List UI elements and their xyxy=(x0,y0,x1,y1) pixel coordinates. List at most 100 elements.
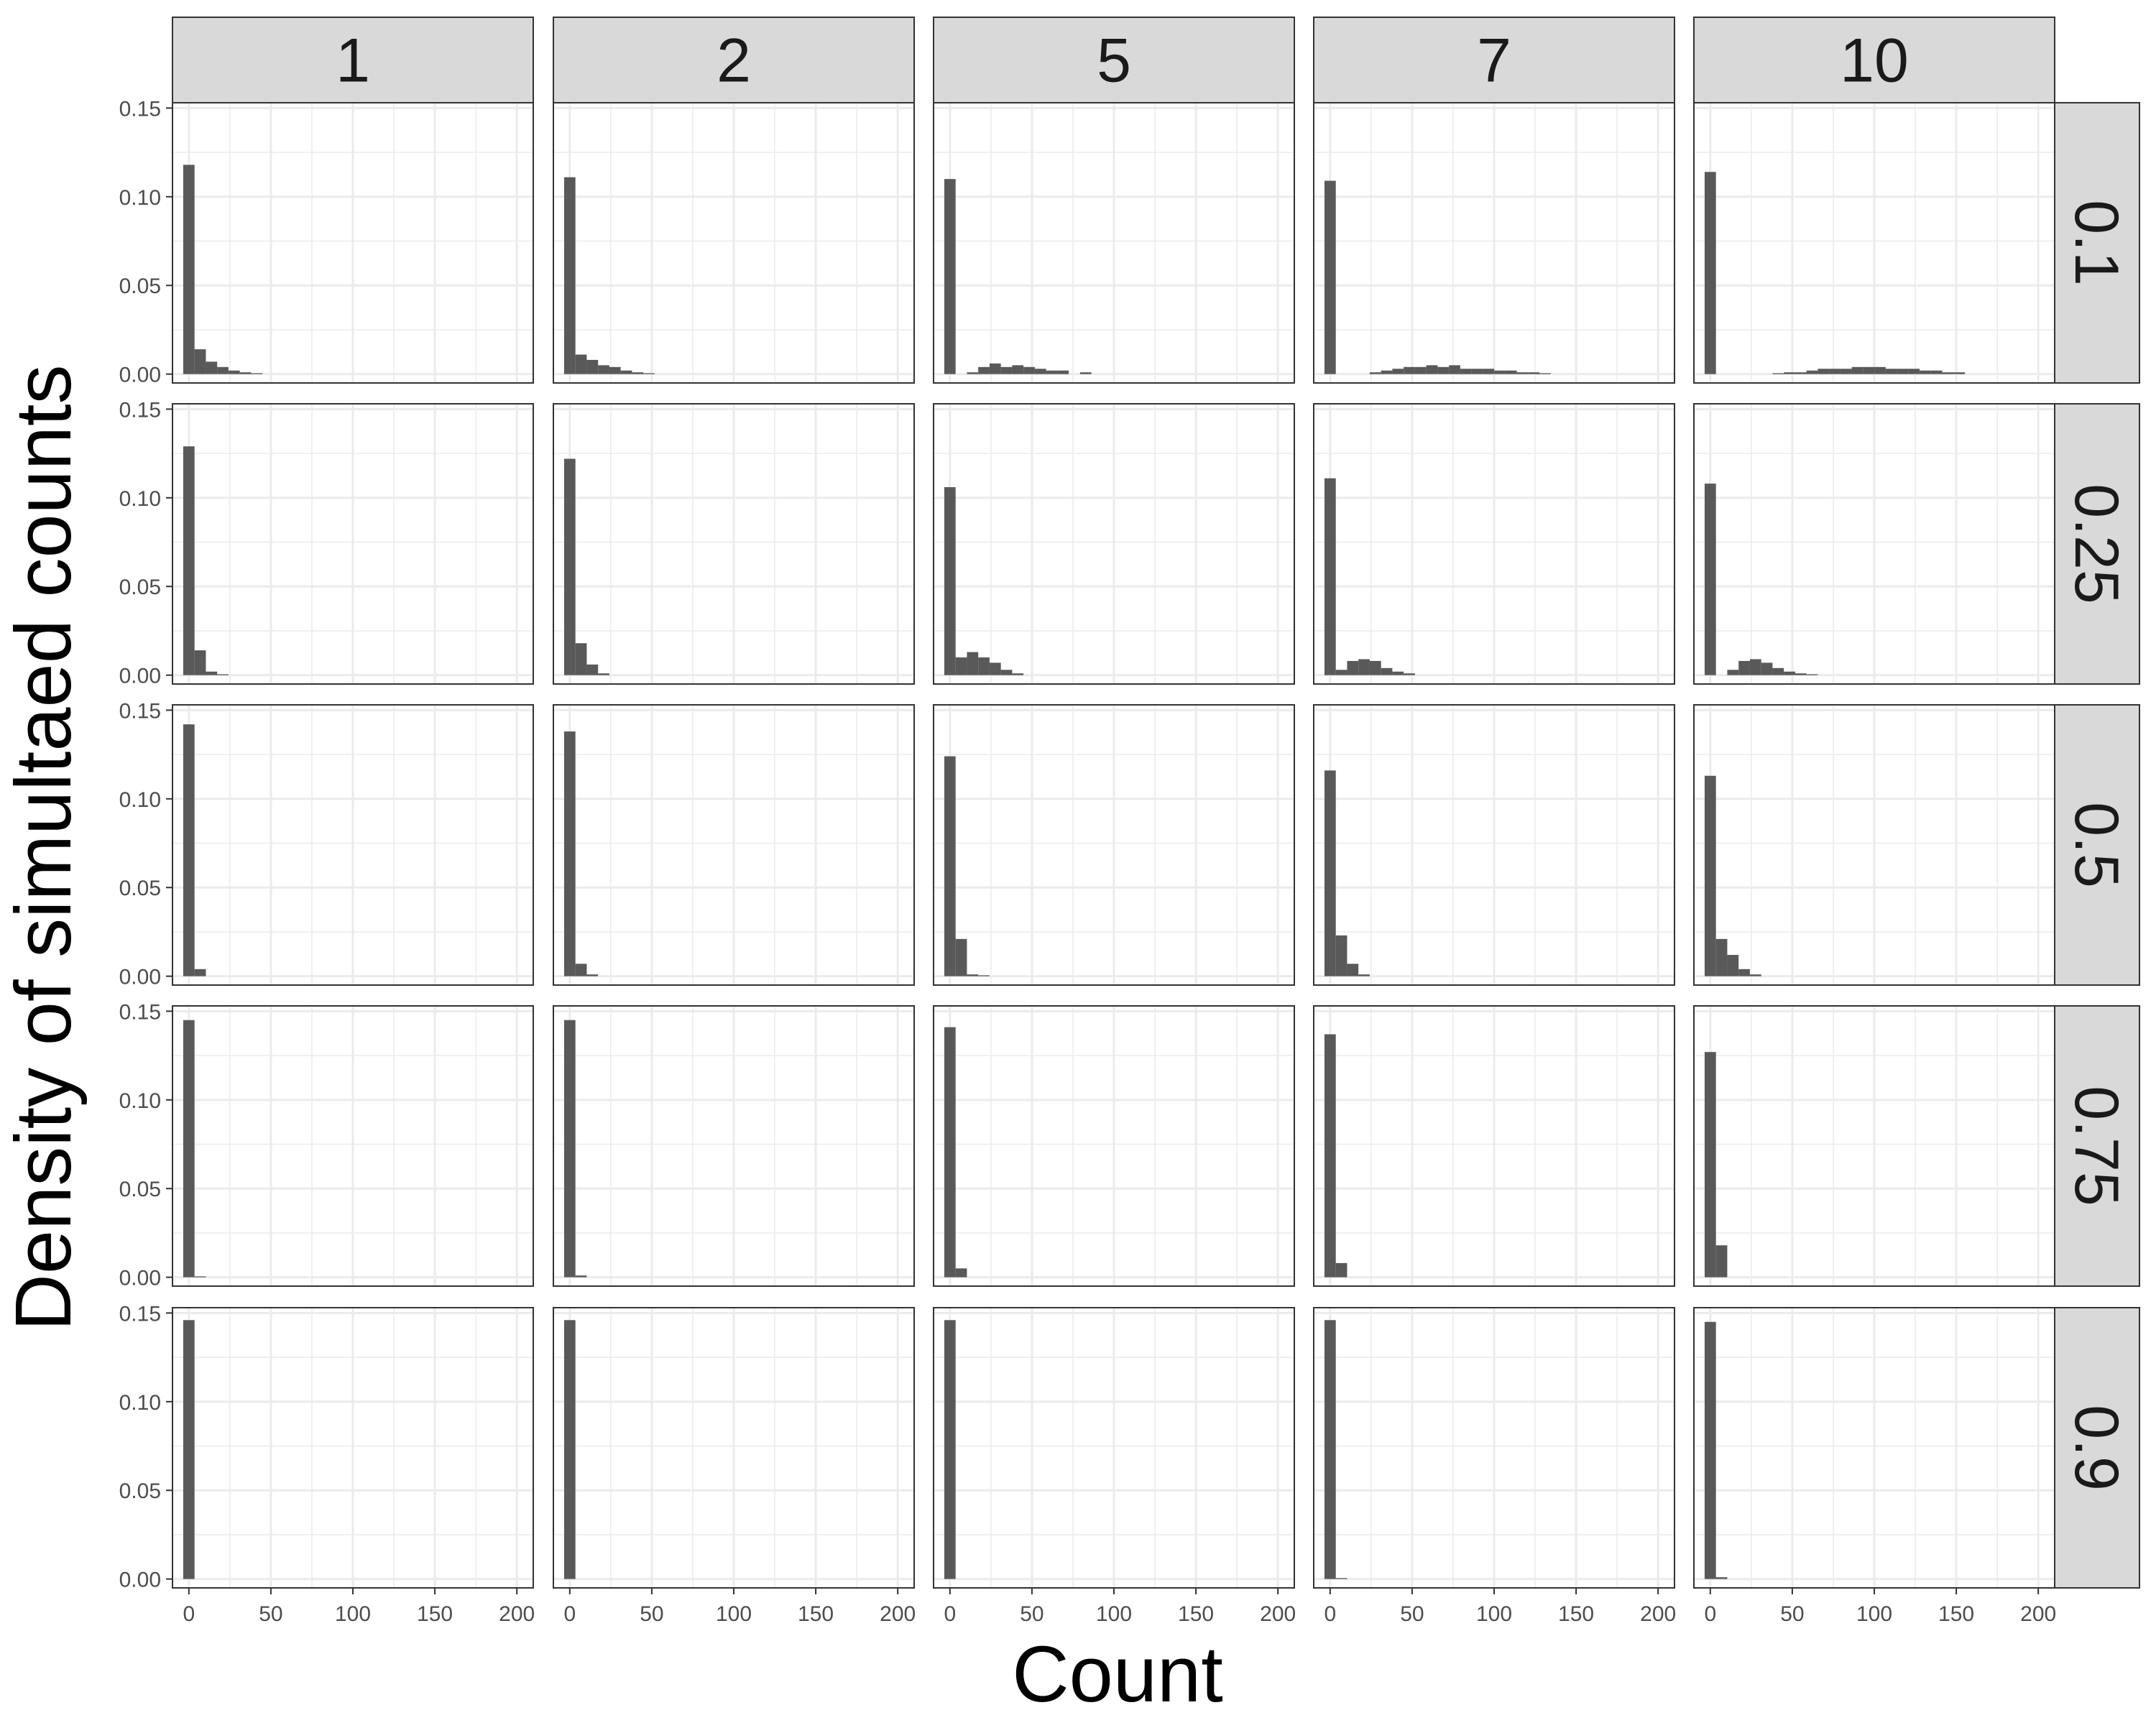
panel-border xyxy=(1693,704,2055,986)
y-tick-label: 0.10 xyxy=(119,487,161,511)
y-tick-label: 0.15 xyxy=(119,1302,161,1326)
y-tick-label: 0.05 xyxy=(119,274,161,298)
x-tick-label: 200 xyxy=(880,1602,916,1626)
x-tick-label: 100 xyxy=(1856,1602,1892,1626)
column-facet-strip xyxy=(553,17,915,103)
facet-panel xyxy=(933,102,1295,384)
histogram-bar xyxy=(1715,1577,1728,1579)
facet-panel xyxy=(1313,102,1675,384)
row-facet-label: 0.1 xyxy=(2062,200,2131,286)
histogram-bar xyxy=(1863,366,1875,374)
column-facet-label: 5 xyxy=(1097,27,1131,96)
panel-border xyxy=(933,704,1295,986)
histogram-bar xyxy=(1920,370,1931,374)
histogram-bar xyxy=(217,366,229,374)
histogram-bar xyxy=(1324,770,1336,976)
x-tick-label: 100 xyxy=(335,1602,371,1626)
histogram-bar xyxy=(586,664,599,675)
panel-border xyxy=(1693,102,2055,384)
y-tick-label: 0.10 xyxy=(119,1391,161,1415)
column-facet-strip xyxy=(1313,17,1675,103)
facet-panel xyxy=(933,1005,1295,1287)
facet-panel: 0.00 0.05 0.10 0.15 0 50 100 150 200 xyxy=(119,1302,535,1626)
y-tick-label: 0.10 xyxy=(119,788,161,812)
histogram-bar xyxy=(1000,670,1013,675)
histogram-bar xyxy=(1784,372,1795,374)
histogram-bar xyxy=(1079,372,1092,374)
histogram-bar xyxy=(1528,372,1540,374)
y-tick-label: 0.15 xyxy=(119,97,161,121)
histogram-bar xyxy=(1000,366,1013,374)
panel-border xyxy=(1313,704,1675,986)
histogram-bar xyxy=(609,366,621,374)
histogram-bar xyxy=(1358,974,1370,976)
histogram-bar xyxy=(1840,369,1852,374)
histogram-bar xyxy=(1772,373,1784,374)
histogram-bar xyxy=(206,671,218,675)
histogram-bar xyxy=(598,673,609,675)
histogram-bar xyxy=(194,969,206,976)
histogram-bar xyxy=(1437,366,1450,374)
panel-border xyxy=(553,704,915,986)
histogram-bar xyxy=(1505,370,1517,374)
histogram-bar xyxy=(575,964,587,976)
histogram-bar xyxy=(1772,667,1784,675)
panel-border xyxy=(172,704,534,986)
y-axis-title: Density of simultaed counts xyxy=(0,364,88,1331)
y-tick-label: 0.10 xyxy=(119,186,161,210)
histogram-bar xyxy=(586,359,599,374)
panel-border xyxy=(172,102,534,384)
column-facet-label: 10 xyxy=(1840,27,1909,96)
histogram-bar xyxy=(967,974,979,976)
y-tick-label: 0.00 xyxy=(119,1267,161,1290)
x-tick-label: 200 xyxy=(1640,1602,1676,1626)
histogram-bar xyxy=(1727,670,1739,675)
histogram-bar xyxy=(598,365,609,374)
x-tick-label: 100 xyxy=(716,1602,752,1626)
histogram-bar xyxy=(1704,1321,1716,1579)
facet-panel xyxy=(1313,403,1675,685)
y-tick-label: 0.10 xyxy=(119,1089,161,1113)
histogram-bar xyxy=(1516,372,1529,374)
facet-panel: 0 50 100 150 200 xyxy=(933,1307,1296,1626)
histogram-bar xyxy=(1795,372,1807,374)
histogram-bar xyxy=(1046,370,1058,374)
y-tick-label: 0.05 xyxy=(119,1178,161,1201)
histogram-bar xyxy=(1806,370,1818,374)
histogram-bar xyxy=(1738,969,1750,976)
histogram-bar xyxy=(1347,964,1359,976)
histogram-bar xyxy=(1749,974,1761,976)
histogram-bar xyxy=(1057,370,1069,374)
histogram-bar xyxy=(563,458,576,675)
panel-border xyxy=(172,1005,534,1287)
histogram-bar xyxy=(989,662,1001,675)
histogram-bar xyxy=(620,370,632,374)
histogram-bar xyxy=(575,1275,587,1277)
histogram-bar xyxy=(1874,366,1886,374)
facet-panel xyxy=(1693,102,2055,384)
histogram-bar xyxy=(1704,172,1716,374)
histogram-bar xyxy=(1449,365,1460,374)
histogram-bar xyxy=(251,373,263,374)
histogram-bar xyxy=(1358,659,1370,675)
histogram-bar xyxy=(586,974,599,976)
column-facet-label: 7 xyxy=(1477,27,1511,96)
x-tick-label: 0 xyxy=(183,1602,195,1626)
histogram-bar xyxy=(1414,366,1427,374)
y-tick-label: 0.15 xyxy=(119,1000,161,1024)
histogram-bar xyxy=(1324,1034,1336,1277)
histogram-bar xyxy=(944,487,956,675)
histogram-bar xyxy=(1494,370,1506,374)
row-facet-strip xyxy=(2054,102,2140,384)
histogram-bar xyxy=(575,643,587,675)
histogram-bar xyxy=(967,372,979,374)
facet-panel xyxy=(1313,704,1675,986)
histogram-bar xyxy=(1795,673,1807,675)
histogram-bar xyxy=(1704,775,1716,976)
histogram-bar xyxy=(1335,935,1348,976)
histogram-bar xyxy=(1324,478,1336,675)
y-tick-label: 0.00 xyxy=(119,966,161,989)
histogram-bar xyxy=(1012,365,1024,374)
